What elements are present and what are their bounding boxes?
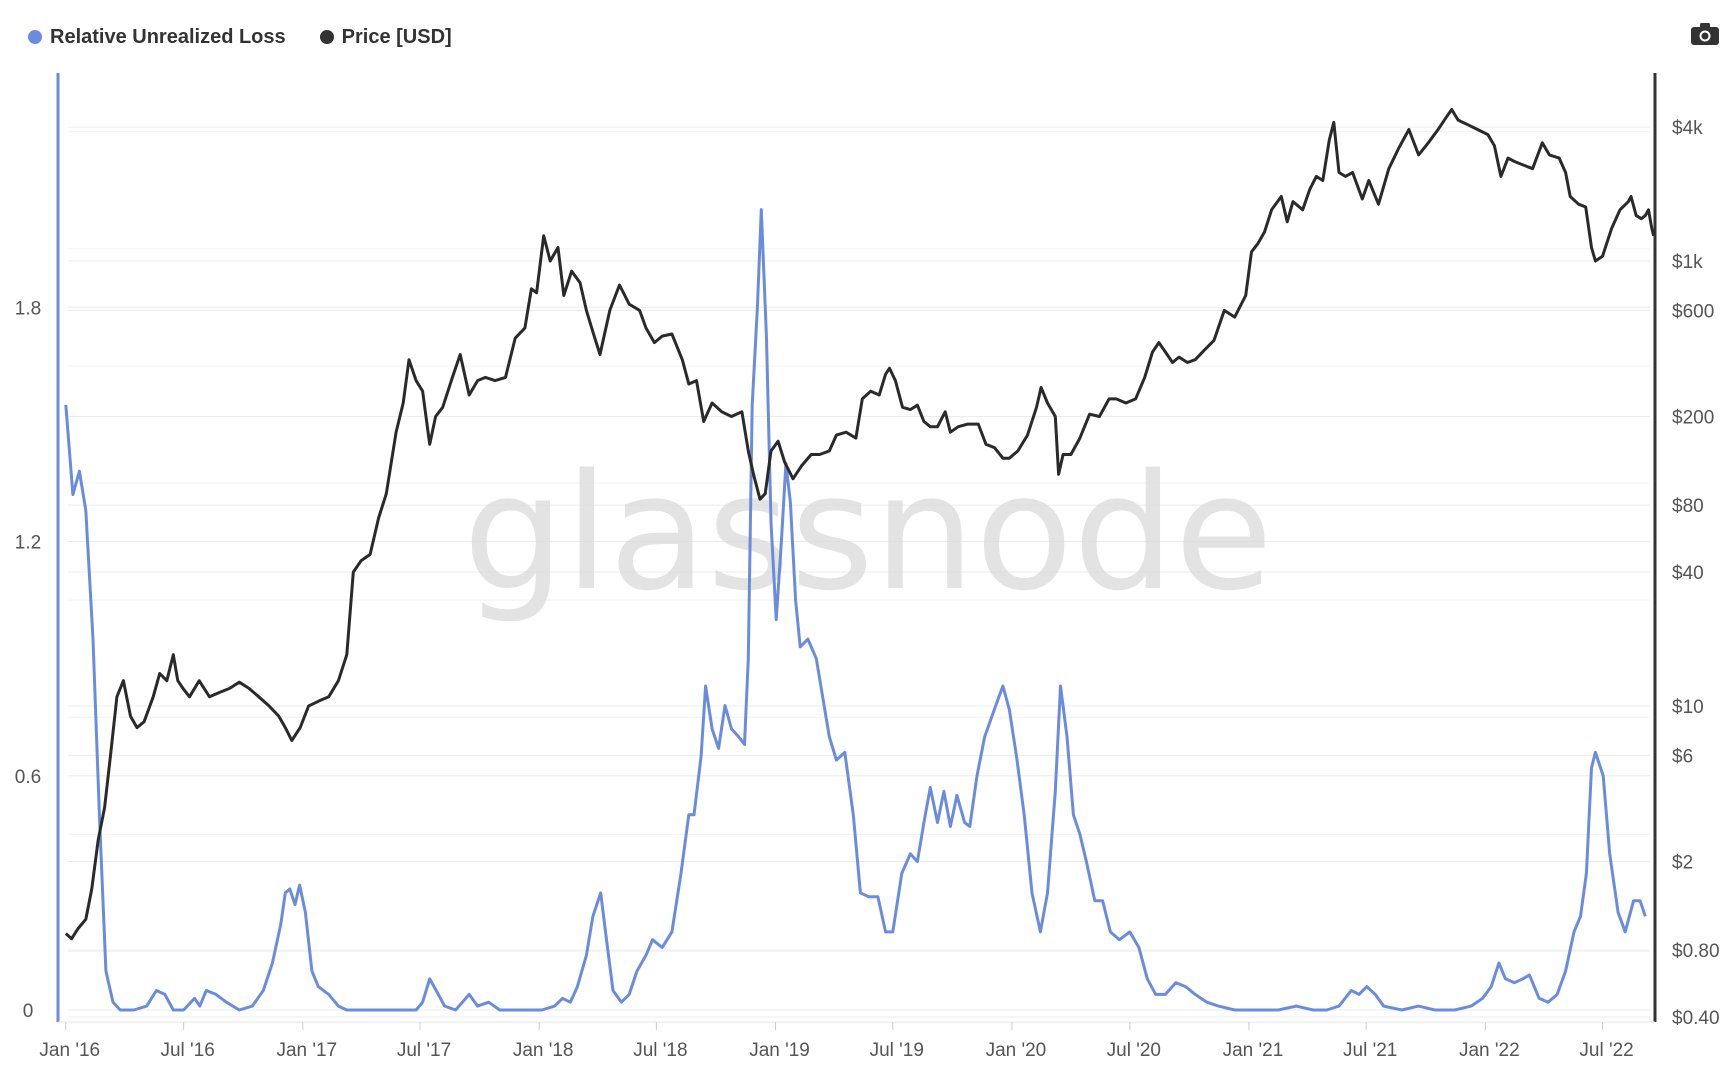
x-tick-label: Jan '21 bbox=[1223, 1040, 1284, 1061]
left-tick-label: 0.6 bbox=[15, 767, 41, 788]
legend-item-price[interactable]: Price [USD] bbox=[319, 25, 452, 49]
x-tick-label: Jan '20 bbox=[986, 1040, 1047, 1061]
left-tick-label: 0 bbox=[23, 1001, 34, 1022]
x-tick-label: Jul '19 bbox=[870, 1040, 924, 1061]
x-tick-label: Jan '18 bbox=[513, 1040, 574, 1061]
left-tick-label: 1.2 bbox=[15, 533, 41, 554]
right-tick-label: $600 bbox=[1672, 301, 1714, 322]
right-tick-label: $0.40 bbox=[1672, 1008, 1720, 1029]
x-tick-label: Jan '16 bbox=[39, 1040, 100, 1061]
watermark: glassnode bbox=[463, 439, 1273, 626]
x-tick-label: Jan '17 bbox=[276, 1040, 337, 1061]
x-axis-ticks: Jan '16 Jul '16 Jan '17 Jul '17 Jan '18 Jul '… bbox=[39, 1022, 1634, 1061]
right-tick-label: $80 bbox=[1672, 496, 1704, 517]
x-tick-label: Jul '16 bbox=[160, 1040, 214, 1061]
legend-label-relative-unrealized-loss: Relative Unrealized Loss bbox=[50, 25, 286, 48]
right-tick-label: $0.80 bbox=[1672, 941, 1720, 962]
legend-dot-blue bbox=[28, 30, 42, 44]
right-tick-label: $1k bbox=[1672, 252, 1703, 273]
legend-item-relative-unrealized-loss[interactable]: Relative Unrealized Loss bbox=[28, 26, 286, 49]
x-tick-label: Jul '22 bbox=[1579, 1040, 1633, 1061]
x-tick-label: Jul '18 bbox=[633, 1040, 687, 1061]
right-tick-label: $10 bbox=[1672, 697, 1704, 718]
grid bbox=[68, 126, 1650, 1018]
x-tick-label: Jan '19 bbox=[749, 1040, 810, 1061]
right-axis-ticks: $0.40 $0.80 $2 $6 $10 $40 $80 $200 $600 $1k $4k bbox=[1672, 118, 1720, 1029]
right-tick-label: $2 bbox=[1672, 853, 1693, 874]
right-tick-label: $40 bbox=[1672, 563, 1704, 584]
x-tick-label: Jan '22 bbox=[1459, 1040, 1520, 1061]
series-line-relative-unrealized-loss bbox=[64, 208, 1647, 1012]
right-tick-label: $6 bbox=[1672, 746, 1693, 767]
camera-icon[interactable] bbox=[1690, 22, 1720, 46]
series-line-price bbox=[64, 108, 1656, 941]
x-tick-label: Jul '17 bbox=[397, 1040, 451, 1061]
x-tick-label: Jul '21 bbox=[1343, 1040, 1397, 1061]
legend-dot-dark bbox=[319, 30, 334, 44]
left-tick-label: 1.8 bbox=[15, 298, 41, 319]
legend: Relative Unrealized Loss Price [USD] bbox=[28, 22, 452, 52]
right-tick-label: $200 bbox=[1672, 408, 1714, 429]
left-axis-ticks: 0 0.6 1.2 1.8 bbox=[15, 298, 41, 1022]
camera-icon-graphic bbox=[1691, 23, 1719, 45]
right-tick-label: $4k bbox=[1672, 118, 1703, 139]
legend-label-price: Price [USD] bbox=[341, 25, 452, 48]
x-tick-label: Jul '20 bbox=[1107, 1040, 1161, 1061]
